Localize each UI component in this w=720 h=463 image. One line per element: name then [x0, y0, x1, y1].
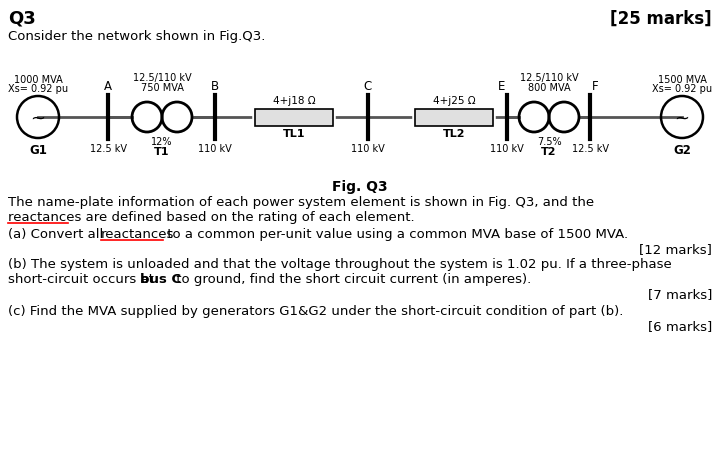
Text: to ground, find the short circuit current (in amperes).: to ground, find the short circuit curren… — [172, 272, 531, 285]
Text: [7 marks]: [7 marks] — [647, 288, 712, 300]
Text: [25 marks]: [25 marks] — [611, 10, 712, 28]
Text: E: E — [498, 80, 505, 93]
Text: Consider the network shown in Fig.Q3.: Consider the network shown in Fig.Q3. — [8, 30, 266, 43]
Text: 12.5 kV: 12.5 kV — [572, 144, 608, 154]
Text: (c) Find the MVA supplied by generators G1&G2 under the short-circuit condition : (c) Find the MVA supplied by generators … — [8, 304, 624, 317]
Text: A: A — [104, 80, 112, 93]
Text: Xs= 0.92 pu: Xs= 0.92 pu — [652, 84, 712, 94]
Text: Xs= 0.92 pu: Xs= 0.92 pu — [8, 84, 68, 94]
Text: 4+j18 Ω: 4+j18 Ω — [273, 96, 315, 106]
Text: G1: G1 — [29, 144, 47, 156]
Text: reactances are defined based on the rating of each element.: reactances are defined based on the rati… — [8, 211, 415, 224]
Text: ~: ~ — [30, 110, 45, 128]
Text: 12.5/110 kV: 12.5/110 kV — [132, 73, 192, 83]
Text: ~: ~ — [675, 110, 690, 128]
Text: 12.5 kV: 12.5 kV — [89, 144, 127, 154]
Text: Q3: Q3 — [8, 10, 36, 28]
Text: 110 kV: 110 kV — [351, 144, 385, 154]
Text: reactances: reactances — [101, 227, 174, 240]
FancyBboxPatch shape — [255, 109, 333, 126]
Text: 12%: 12% — [151, 137, 173, 147]
FancyBboxPatch shape — [130, 101, 194, 135]
Text: (a) Convert all: (a) Convert all — [8, 227, 107, 240]
Text: 7.5%: 7.5% — [536, 137, 562, 147]
Text: F: F — [592, 80, 598, 93]
Text: [6 marks]: [6 marks] — [648, 319, 712, 332]
Text: B: B — [211, 80, 219, 93]
Text: T1: T1 — [154, 147, 170, 156]
Text: short-circuit occurs at: short-circuit occurs at — [8, 272, 158, 285]
Text: 800 MVA: 800 MVA — [528, 83, 570, 93]
Text: TL2: TL2 — [443, 129, 465, 139]
Text: [12 marks]: [12 marks] — [639, 243, 712, 256]
Text: 110 kV: 110 kV — [198, 144, 232, 154]
Text: 750 MVA: 750 MVA — [140, 83, 184, 93]
Text: C: C — [364, 80, 372, 93]
Text: to a common per-unit value using a common MVA base of 1500 MVA.: to a common per-unit value using a commo… — [163, 227, 628, 240]
Text: 110 kV: 110 kV — [490, 144, 524, 154]
Text: 1500 MVA: 1500 MVA — [657, 75, 706, 85]
Text: G2: G2 — [673, 144, 691, 156]
FancyBboxPatch shape — [517, 101, 581, 135]
Text: TL1: TL1 — [283, 129, 305, 139]
Text: bus C: bus C — [140, 272, 181, 285]
Text: The name-plate information of each power system element is shown in Fig. Q3, and: The name-plate information of each power… — [8, 195, 594, 208]
Text: 4+j25 Ω: 4+j25 Ω — [433, 96, 475, 106]
Text: Fig. Q3: Fig. Q3 — [332, 180, 388, 194]
Text: (b) The system is unloaded and that the voltage throughout the system is 1.02 pu: (b) The system is unloaded and that the … — [8, 257, 672, 270]
Text: T2: T2 — [541, 147, 557, 156]
FancyBboxPatch shape — [415, 109, 493, 126]
Text: 1000 MVA: 1000 MVA — [14, 75, 63, 85]
Text: 12.5/110 kV: 12.5/110 kV — [520, 73, 578, 83]
